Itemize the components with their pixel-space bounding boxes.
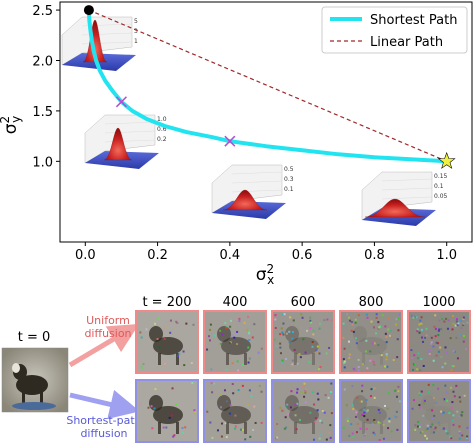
legend: Shortest Path Linear Path [321,6,468,54]
shortest-arrow [69,389,140,420]
time-label: 1000 [422,295,455,310]
diffusion-frame [407,379,471,443]
x-tick-label: 1.0 [436,248,457,263]
inset-surface-3: 0.5 0.3 0.1 [211,164,294,219]
x-tick-label: 0.8 [364,248,385,263]
x-tick-label: 0.2 [147,248,168,263]
inset-tick-label: 0.1 [284,186,294,193]
diffusion-frame [407,310,471,374]
x-ticks: 0.0 0.2 0.4 0.6 0.8 1.0 [75,242,457,263]
y-ticks: 1.0 1.5 2.0 2.5 [32,4,60,170]
inset-surface-1: 5 3 1 [61,16,138,71]
diffusion-frame [271,310,335,374]
inset-surface-4: 0.15 0.1 0.05 [361,171,448,226]
shortest-path-line [86,8,449,164]
inset-tick-label: 5 [134,18,138,25]
diffusion-frame [339,379,403,443]
time-label: t = 200 [142,295,191,310]
time-label: 800 [359,295,384,310]
diffusion-frame [203,310,267,374]
diffusion-frame [339,310,403,374]
y-tick-label: 1.5 [32,105,53,120]
time-label: 400 [223,295,248,310]
cross-marker [115,96,127,108]
start-point-marker [83,5,94,16]
legend-label-shortest: Shortest Path [370,13,457,28]
inset-surface-2: 1.0 0.6 0.2 [84,114,167,169]
inset-tick-label: 1 [134,38,138,45]
inset-tick-label: 3 [134,28,138,35]
legend-label-linear: Linear Path [370,35,443,50]
inset-tick-label: 0.15 [434,173,448,180]
inset-tick-label: 0.3 [284,176,294,183]
inset-tick-label: 0.5 [284,166,294,173]
diffusion-frames [135,310,471,443]
x-axis-label: σ2 x [256,262,275,287]
y-tick-label: 2.5 [32,4,53,19]
diffusion-frame [203,379,267,443]
x-tick-label: 0.6 [292,248,313,263]
diffusion-frame [135,310,199,374]
inset-tick-label: 0.1 [434,183,444,190]
x-tick-label: 0.4 [220,248,241,263]
uniform-label-line2: diffusion [84,327,131,340]
cross-marker [224,135,236,147]
x-tick-label: 0.0 [75,248,96,263]
inset-surfaces: 5 3 1 1.0 0.6 0.2 0.5 0.3 0.1 0.15 0.1 0.05 [61,16,448,226]
inset-tick-label: 0.6 [157,126,167,133]
t0-label: t = 0 [18,330,51,345]
shortest-label-line2: diffusion [80,427,127,440]
uniform-arrow [68,323,140,368]
diffusion-frame [135,379,199,443]
inset-tick-label: 0.2 [157,136,167,143]
diffusion-panel: t = 0 Uniform diffusion Shortest-path di… [1,295,471,443]
diffusion-frame [271,379,335,443]
uniform-label-line1: Uniform [86,314,130,327]
linear-path-line [88,9,447,162]
original-image [1,347,69,413]
time-label: 600 [291,295,316,310]
markers-layer [83,5,456,169]
series-layer [86,8,449,164]
end-point-star [437,151,456,169]
y-axis-label: σ2y [0,116,23,135]
inset-tick-label: 1.0 [157,116,167,123]
inset-tick-label: 0.05 [434,193,448,200]
shortest-label-line1: Shortest-path [66,414,141,427]
time-labels: t = 200 400 600 800 1000 [142,295,455,310]
y-tick-label: 2.0 [32,54,53,69]
y-tick-label: 1.0 [32,155,53,170]
